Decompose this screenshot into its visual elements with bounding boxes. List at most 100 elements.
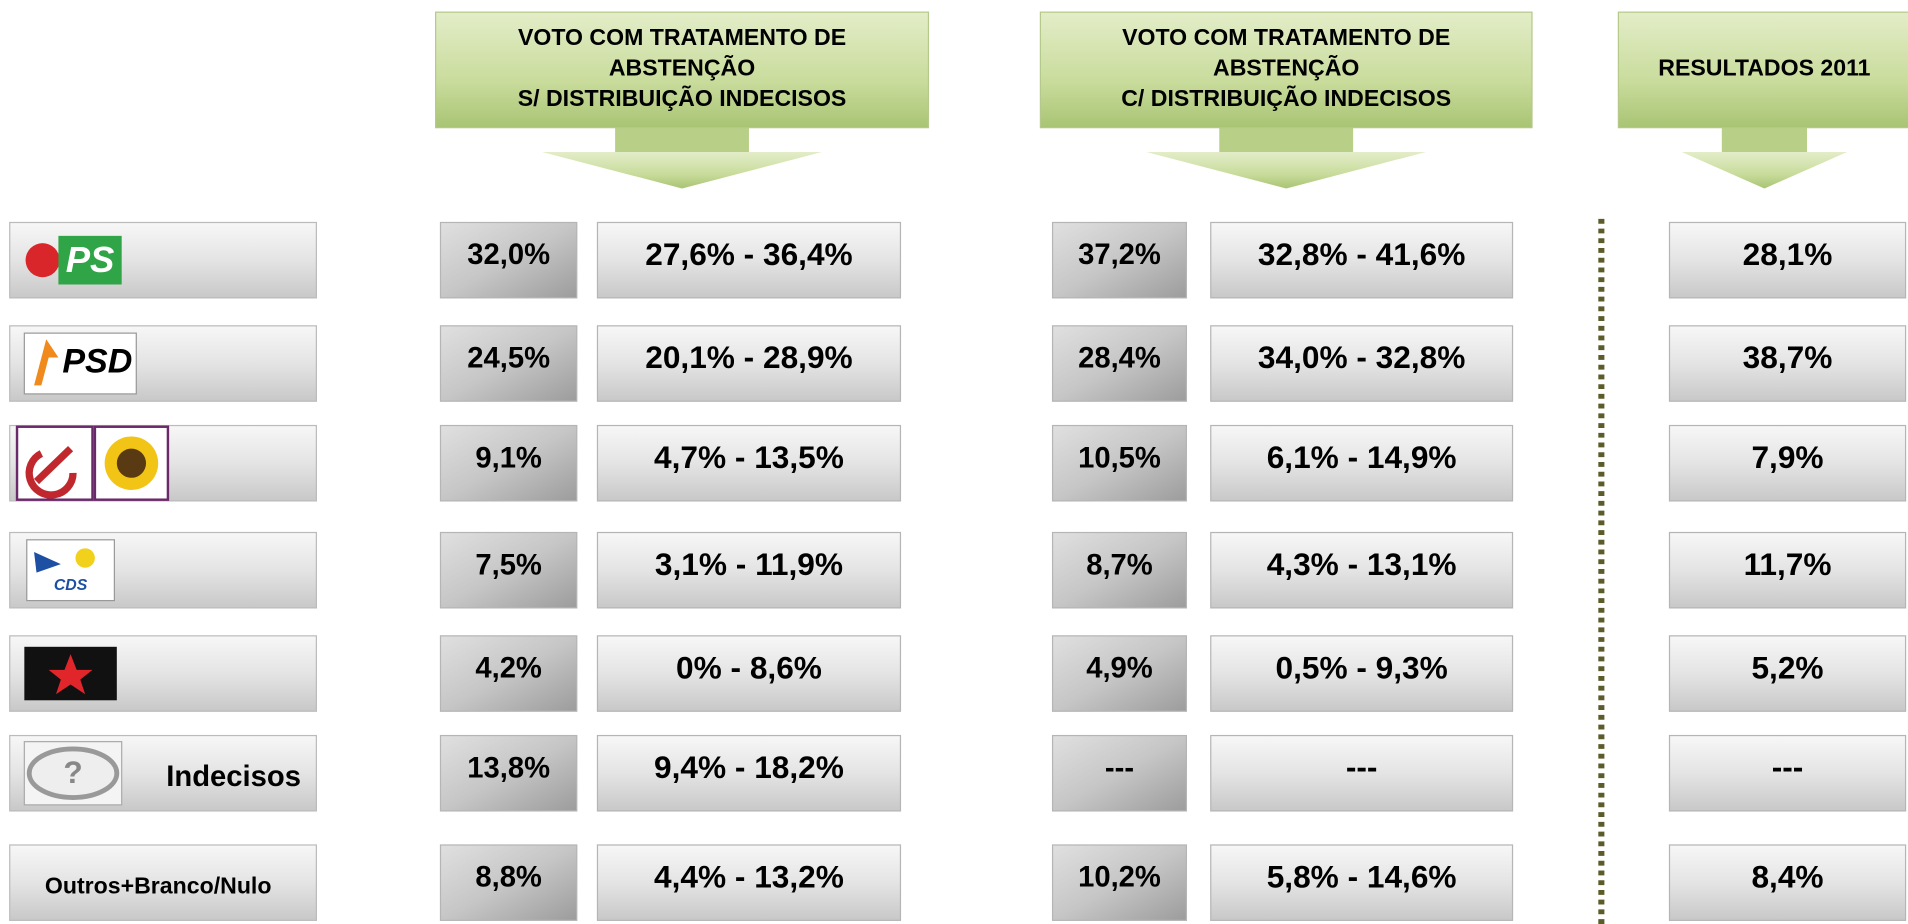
cell-box: [1668, 221, 1907, 299]
cell-box: [1051, 635, 1188, 712]
cell-value: 6,1% - 14,9%: [1267, 439, 1457, 475]
cell-box: [439, 424, 578, 502]
logo-arrow: [34, 339, 59, 386]
header-text: VOTO COM TRATAMENTO DE: [1122, 24, 1450, 50]
logo-rose: [25, 243, 60, 278]
cell-value: 8,7%: [1086, 549, 1153, 581]
cell-box: [439, 734, 578, 812]
cell-box: [1051, 531, 1188, 609]
cell-value: 32,0%: [467, 239, 550, 271]
header-text: C/ DISTRIBUIÇÃO INDECISOS: [1121, 84, 1451, 111]
cell-box: [1051, 221, 1188, 299]
cell-value: 20,1% - 28,9%: [645, 339, 852, 375]
cell-box: [1051, 325, 1188, 402]
cell-box: [1668, 424, 1907, 502]
header-arrow: [542, 151, 822, 189]
cell-box: [439, 221, 578, 299]
logo-hammer-sickle: [25, 446, 77, 499]
row-label: Outros+Branco/Nulo: [45, 873, 272, 899]
cell-value: 4,3% - 13,1%: [1267, 546, 1457, 582]
logo-sunflower-center: [116, 448, 147, 478]
cell-box: [439, 531, 578, 609]
cell-value: ---: [1346, 749, 1378, 785]
logo-oval: [26, 746, 120, 800]
cell-value: ---: [1105, 752, 1134, 784]
cell-box: [1210, 424, 1514, 502]
header-arrow: [1146, 151, 1427, 189]
cell-value: 5,2%: [1751, 649, 1823, 685]
header-box: [1617, 11, 1908, 129]
logo-box: [58, 235, 122, 285]
cell-value: 3,1% - 11,9%: [655, 546, 843, 582]
logo-text: CDS: [54, 577, 88, 594]
cell-box: [596, 531, 902, 609]
cell-box: [1210, 531, 1514, 609]
cell-box: [1668, 325, 1907, 402]
header-text: VOTO COM TRATAMENTO DE: [518, 24, 846, 50]
cell-box: [1210, 221, 1514, 299]
header-text: RESULTADOS 2011: [1658, 54, 1870, 80]
cell-box: [596, 844, 902, 921]
cell-box: [1051, 844, 1188, 921]
logo-star: [48, 654, 93, 695]
header-text: S/ DISTRIBUIÇÃO INDECISOS: [518, 84, 847, 111]
cell-value: 9,1%: [475, 442, 542, 474]
logo-text: ?: [63, 754, 82, 790]
cell-value: 7,5%: [475, 549, 542, 581]
cell-value: 34,0% - 32,8%: [1258, 339, 1465, 375]
cell-box: [1668, 635, 1907, 712]
cell-value: 28,1%: [1743, 236, 1833, 272]
cell-value: 24,5%: [467, 343, 550, 375]
cell-value: 27,6% - 36,4%: [645, 236, 852, 272]
cell-value: 38,7%: [1743, 339, 1833, 375]
cell-box: [596, 734, 902, 812]
cell-box: [1668, 531, 1907, 609]
cell-box: [1051, 424, 1188, 502]
row-label: Indecisos: [166, 761, 301, 793]
cell-box: [439, 635, 578, 712]
cell-value: 0% - 8,6%: [676, 649, 822, 685]
logo-shape: [75, 548, 95, 568]
cell-value: 13,8%: [467, 752, 550, 784]
logo-text: PSD: [62, 343, 132, 381]
cell-value: 4,2%: [475, 653, 542, 685]
cell-box: [596, 221, 902, 299]
cell-value: 28,4%: [1078, 343, 1161, 375]
header-text: ABSTENÇÃO: [1213, 53, 1359, 80]
cell-value: 4,7% - 13,5%: [654, 439, 844, 475]
row-label-box: [9, 844, 317, 921]
cell-box: [1210, 844, 1514, 921]
cell-value: 5,8% - 14,6%: [1267, 858, 1457, 894]
cell-box: [596, 325, 902, 402]
cell-value: 10,5%: [1078, 442, 1161, 474]
cell-value: 11,7%: [1744, 546, 1832, 582]
cell-value: 7,9%: [1751, 439, 1823, 475]
header-box: [435, 11, 930, 129]
cell-value: 8,8%: [475, 862, 542, 894]
cell-box: [1210, 635, 1514, 712]
cell-value: 10,2%: [1078, 862, 1161, 894]
cell-box: [1668, 734, 1907, 812]
cell-value: 0,5% - 9,3%: [1276, 649, 1448, 685]
cell-box: [439, 325, 578, 402]
cell-value: 8,4%: [1751, 858, 1823, 894]
cell-value: 37,2%: [1078, 239, 1161, 271]
cell-value: ---: [1772, 749, 1804, 785]
logo-shape: [34, 551, 61, 573]
cell-box: [596, 635, 902, 712]
logo-text: PS: [66, 239, 115, 280]
header-arrow: [1681, 151, 1848, 189]
logo-box: [26, 539, 115, 602]
cell-box: [439, 844, 578, 921]
cell-value: 4,9%: [1086, 653, 1153, 685]
cell-box: [1668, 844, 1907, 921]
cell-value: 32,8% - 41,6%: [1258, 236, 1465, 272]
cell-box: [1210, 734, 1514, 812]
cell-box: [1210, 325, 1514, 402]
cell-box: [596, 424, 902, 502]
cell-value: 4,4% - 13,2%: [654, 858, 844, 894]
cell-box: [1051, 734, 1188, 812]
header-box: [1039, 11, 1533, 129]
